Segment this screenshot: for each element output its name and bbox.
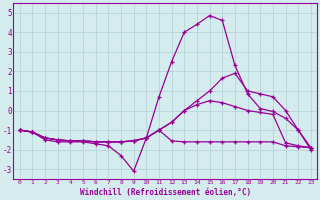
X-axis label: Windchill (Refroidissement éolien,°C): Windchill (Refroidissement éolien,°C) (80, 188, 251, 197)
